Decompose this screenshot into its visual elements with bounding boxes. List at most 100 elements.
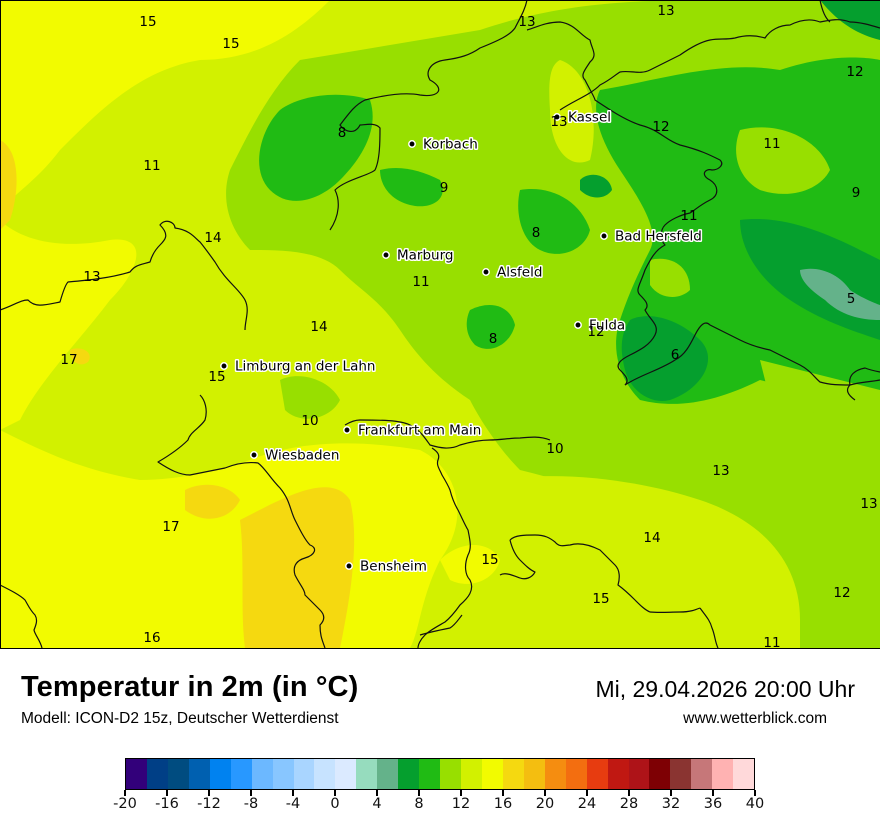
colorbar-tick: [208, 790, 210, 796]
colorbar-tick: [250, 790, 252, 796]
city-name-label: Bensheim: [360, 559, 427, 575]
colorbar-tick-label: 8: [414, 796, 424, 812]
city-dot-icon: [345, 562, 353, 570]
city-name-label: Alsfeld: [497, 265, 542, 281]
temperature-value-label: 15: [481, 552, 498, 568]
city-dot-icon: [220, 362, 228, 370]
temperature-value-labels: 15 15 13 13 12 8 13 12 11 11 9 9 11 14 8 13 11 5 14 8 12 6 17 1…: [60, 3, 877, 648]
city-dot-icon: [553, 113, 561, 121]
temperature-value-label: 12: [652, 119, 669, 135]
city-name-label: Korbach: [423, 137, 478, 153]
city-marker: Wiesbaden: [250, 446, 341, 465]
temperature-value-label: 9: [852, 185, 861, 201]
colorbar-tick: [376, 790, 378, 796]
colorbar-tick-label: -16: [155, 796, 179, 812]
colorbar-segment: [230, 759, 252, 789]
colorbar-segment: [502, 759, 524, 789]
colorbar-tick: [334, 790, 336, 796]
temperature-value-label: 13: [712, 463, 729, 479]
temperature-value-label: 10: [546, 441, 563, 457]
temperature-value-label: 13: [657, 3, 674, 19]
colorbar-segment: [461, 759, 482, 789]
colorbar-segment: [649, 759, 671, 789]
colorbar-tick-label: -4: [285, 796, 301, 812]
colorbar-segment: [126, 759, 147, 789]
colorbar-segment: [733, 759, 755, 789]
colorbar-segment: [586, 759, 608, 789]
city-name-label: Frankfurt am Main: [358, 423, 481, 439]
temperature-value-label: 12: [833, 585, 850, 601]
city-marker: Kassel: [553, 108, 613, 127]
colorbar-tick: [418, 790, 420, 796]
colorbar-tick-labels: -20 -16 -12 -8 -4 0 4 8 12 16 20 24 28 32 36 40: [113, 790, 764, 820]
temperature-value-label: 5: [847, 291, 856, 307]
city-marker: Marburg: [382, 246, 455, 265]
city-name-label: Fulda: [589, 318, 625, 334]
city-marker: Bensheim: [345, 557, 428, 576]
colorbar-tick: [628, 790, 630, 796]
temperature-field: [0, 0, 880, 648]
colorbar-tick-label: 16: [493, 796, 513, 812]
colorbar-segment: [188, 759, 210, 789]
colorbar-tick-label: 0: [330, 796, 340, 812]
colorbar-segment: [691, 759, 713, 789]
colorbar-tick-label: 28: [619, 796, 639, 812]
city-markers: Kassel Korbach Bad Hersfeld Marburg Alsfeld F…: [220, 108, 703, 576]
temperature-value-label: 15: [592, 591, 609, 607]
temperature-map: Kassel Korbach Bad Hersfeld Marburg Alsfeld F…: [0, 0, 880, 648]
colorbar-segment: [167, 759, 189, 789]
colorbar-segment: [607, 759, 629, 789]
model-source-text: Modell: ICON-D2 15z, Deutscher Wetterdie…: [21, 710, 339, 727]
colorbar-segment: [481, 759, 503, 789]
colorbar-tick-label: -8: [243, 796, 259, 812]
city-marker: Frankfurt am Main: [343, 421, 483, 440]
colorbar-segment: [628, 759, 650, 789]
colorbar-segment: [377, 759, 399, 789]
city-dot-icon: [574, 321, 582, 329]
city-dot-icon: [482, 268, 490, 276]
map-title: Temperatur in 2m (in °C): [21, 671, 359, 703]
colorbar-tick-label: 36: [703, 796, 723, 812]
colorbar-segment: [398, 759, 420, 789]
temperature-value-label: 14: [310, 319, 327, 335]
colorbar-tick: [544, 790, 546, 796]
city-marker: Limburg an der Lahn: [220, 357, 377, 376]
temperature-value-label: 17: [162, 519, 179, 535]
city-name-label: Bad Hersfeld: [615, 229, 702, 245]
colorbar-segment: [356, 759, 378, 789]
colorbar-tick: [586, 790, 588, 796]
temperature-value-label: 13: [83, 269, 100, 285]
state-borders: [0, 0, 880, 648]
colorbar-tick: [754, 790, 756, 796]
colorbar-tick-label: 24: [577, 796, 597, 812]
temperature-value-label: 6: [671, 347, 680, 363]
colorbar-segment: [440, 759, 461, 789]
temperature-value-label: 11: [763, 136, 780, 152]
website-link[interactable]: www.wetterblick.com: [683, 710, 827, 727]
temperature-value-label: 17: [60, 352, 77, 368]
colorbar-tick: [712, 790, 714, 796]
temperature-value-label: 8: [489, 331, 498, 347]
colorbar-tick-label: 32: [661, 796, 681, 812]
colorbar-segment: [523, 759, 545, 789]
city-dot-icon: [408, 140, 416, 148]
colorbar-tick: [502, 790, 504, 796]
map-canvas: Kassel Korbach Bad Hersfeld Marburg Alsfeld F…: [0, 0, 880, 648]
city-marker: Bad Hersfeld: [600, 227, 703, 246]
colorbar-segment: [209, 759, 231, 789]
city-name-label: Kassel: [568, 110, 611, 126]
city-name-label: Limburg an der Lahn: [235, 359, 375, 375]
temperature-value-label: 13: [860, 496, 877, 512]
temperature-value-label: 14: [643, 530, 660, 546]
colorbar-segment: [565, 759, 587, 789]
temperature-value-label: 8: [532, 225, 541, 241]
colorbar-tick-label: 40: [745, 796, 765, 812]
colorbar-segment: [251, 759, 273, 789]
temperature-value-label: 11: [143, 158, 160, 174]
colorbar-segment: [544, 759, 566, 789]
colorbar-segment: [293, 759, 315, 789]
temperature-value-label: 15: [208, 369, 225, 385]
temperature-value-label: 12: [846, 64, 863, 80]
temperature-value-label: 9: [440, 180, 449, 196]
colorbar-tick: [670, 790, 672, 796]
